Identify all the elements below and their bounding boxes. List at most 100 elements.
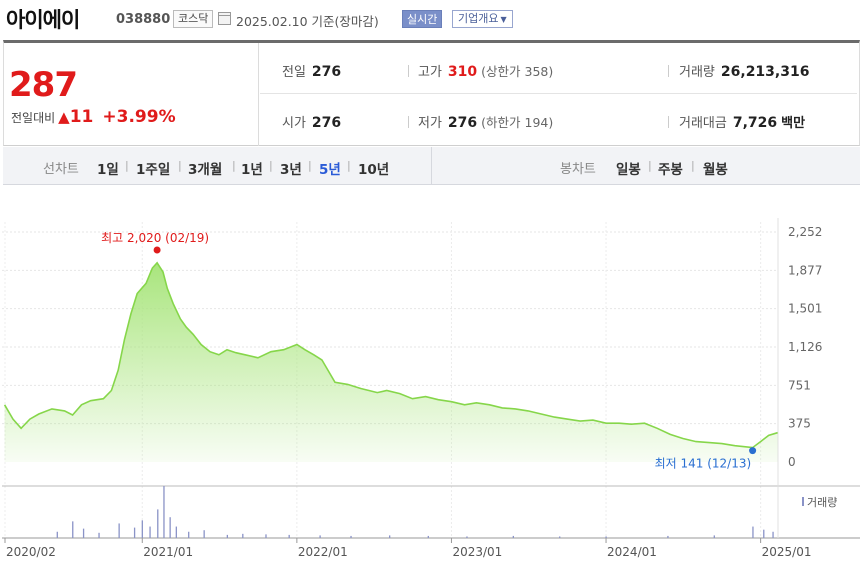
y-tick-label: 751 — [788, 378, 811, 392]
stat-open: 시가 276 — [282, 112, 341, 131]
divider — [408, 116, 409, 128]
volume-bar — [466, 536, 468, 538]
separator: | — [178, 159, 182, 172]
price-summary: 287 전일대비 ▲11 +3.99% 전일 276 고가 310 (상한가 358) 거… — [3, 40, 860, 146]
volume-bar — [226, 534, 228, 538]
change-row: 전일대비 ▲11 +3.99% — [11, 107, 176, 127]
stat-value: 276 — [311, 115, 342, 131]
separator: | — [347, 159, 351, 172]
volume-bar — [350, 535, 352, 538]
stat-amount: 거래대금 7,726 백만 — [679, 112, 805, 131]
period-1w[interactable]: 1주일 — [136, 162, 171, 178]
x-tick-label: 2025/01 — [762, 545, 812, 559]
period-5y[interactable]: 5년 — [319, 162, 341, 178]
high-marker — [153, 246, 161, 254]
volume-bar — [149, 526, 151, 538]
stat-value: 310 — [447, 64, 478, 80]
x-tick-label: 2020/02 — [6, 545, 56, 559]
stat-prev-close: 전일 276 — [282, 61, 341, 80]
y-tick-label: 1,126 — [788, 340, 822, 354]
market-badge: 코스닥 — [173, 10, 214, 28]
price-chart-svg: 2,252 1,877 1,501 1,126 751 375 0 2020/02 2021/0… — [2, 218, 860, 559]
price-area-fill — [4, 262, 778, 462]
period-3m[interactable]: 3개월 — [188, 162, 223, 178]
y-tick-label: 375 — [788, 417, 811, 431]
stat-volume: 거래량 26,213,316 — [679, 61, 809, 80]
stock-name: 아이에이 — [6, 8, 80, 32]
stock-code: 038880 — [116, 12, 171, 27]
stat-label: 고가 — [418, 65, 442, 80]
company-info-label: 기업개요 — [458, 12, 499, 25]
volume-bar — [141, 520, 143, 538]
volume-bar — [188, 531, 190, 538]
volume-bar — [319, 535, 321, 538]
period-selector: 선차트 1일 | 1주일 | 3개월 | 1년 | 3년 | 5년 | 10년 … — [3, 147, 860, 185]
high-annotation: 최고 2,020 (02/19) — [101, 231, 209, 245]
price-stats: 전일 276 고가 310 (상한가 358) 거래량 26,213,316 시가 276… — [260, 43, 857, 146]
period-1d[interactable]: 1일 — [97, 162, 119, 178]
volume-bar — [288, 534, 290, 538]
divider — [408, 65, 409, 77]
stat-value: 276 — [311, 64, 342, 80]
stats-row-1: 전일 276 고가 310 (상한가 358) 거래량 26,213,316 — [260, 43, 857, 94]
volume-bar — [713, 535, 715, 538]
volume-bar — [163, 486, 165, 538]
y-tick-label: 2,252 — [788, 225, 822, 239]
x-tick-label: 2023/01 — [452, 545, 502, 559]
separator: | — [308, 159, 312, 172]
x-tick-label: 2024/01 — [607, 545, 657, 559]
low-annotation: 최저 141 (12/13) — [655, 457, 752, 471]
change-amount: 11 — [69, 107, 94, 127]
x-tick-label: 2021/01 — [143, 545, 193, 559]
volume-bar — [72, 521, 74, 538]
stat-value: 26,213,316 — [720, 64, 810, 80]
volume-bar — [667, 535, 669, 538]
divider — [668, 116, 669, 128]
stat-value: 276 — [447, 115, 478, 131]
company-info-button[interactable]: 기업개요 ▼ — [452, 10, 513, 28]
stat-value: 7,726 — [732, 115, 778, 131]
volume-bar — [265, 534, 267, 538]
stat-high: 고가 310 (상한가 358) — [418, 61, 553, 80]
volume-bar — [56, 531, 58, 538]
volume-bar — [169, 517, 171, 538]
separator: | — [269, 159, 273, 172]
realtime-button[interactable]: 실시간 — [402, 10, 443, 28]
change-percent: +3.99% — [102, 107, 176, 127]
separator: | — [125, 159, 129, 172]
separator: | — [232, 159, 236, 172]
divider — [431, 147, 432, 185]
base-date: 2025.02.10 기준(장마감) — [236, 14, 379, 29]
chevron-down-icon: ▼ — [500, 15, 507, 24]
price-line — [3, 261, 778, 449]
volume-bar — [242, 533, 244, 538]
y-tick-label: 0 — [788, 455, 796, 469]
volume-bar — [133, 527, 136, 538]
x-tick-label: 2022/01 — [298, 545, 348, 559]
volume-bar — [203, 530, 205, 538]
candle-weekly[interactable]: 주봉 — [658, 162, 683, 178]
stat-low: 저가 276 (하한가 194) — [418, 112, 553, 131]
volume-bar — [389, 535, 391, 538]
price-chart: 2,252 1,877 1,501 1,126 751 375 0 2020/02 2021/0… — [0, 186, 860, 569]
current-price: 287 — [9, 65, 78, 105]
divider — [668, 65, 669, 77]
line-chart-label: 선차트 — [43, 162, 79, 177]
volume-bar — [427, 535, 429, 538]
period-3y[interactable]: 3년 — [280, 162, 302, 178]
separator: | — [691, 159, 695, 172]
amount-unit: 백만 — [781, 116, 806, 131]
stat-label: 시가 — [282, 116, 306, 131]
stock-header: 아이에이 038880 코스닥 2025.02.10 기준(장마감) 실시간 기… — [0, 0, 860, 40]
stat-label: 거래대금 — [679, 116, 727, 131]
volume-bar — [752, 526, 754, 538]
stat-label: 저가 — [418, 116, 442, 131]
stats-row-2: 시가 276 저가 276 (하한가 194) 거래대금 7,726 백만 — [260, 94, 857, 145]
candle-monthly[interactable]: 월봉 — [703, 162, 728, 178]
volume-bar — [559, 536, 561, 538]
period-1y[interactable]: 1년 — [241, 162, 263, 178]
candle-daily[interactable]: 일봉 — [616, 162, 641, 178]
period-10y[interactable]: 10년 — [358, 162, 390, 178]
separator: | — [648, 159, 652, 172]
stat-label: 거래량 — [679, 65, 715, 80]
